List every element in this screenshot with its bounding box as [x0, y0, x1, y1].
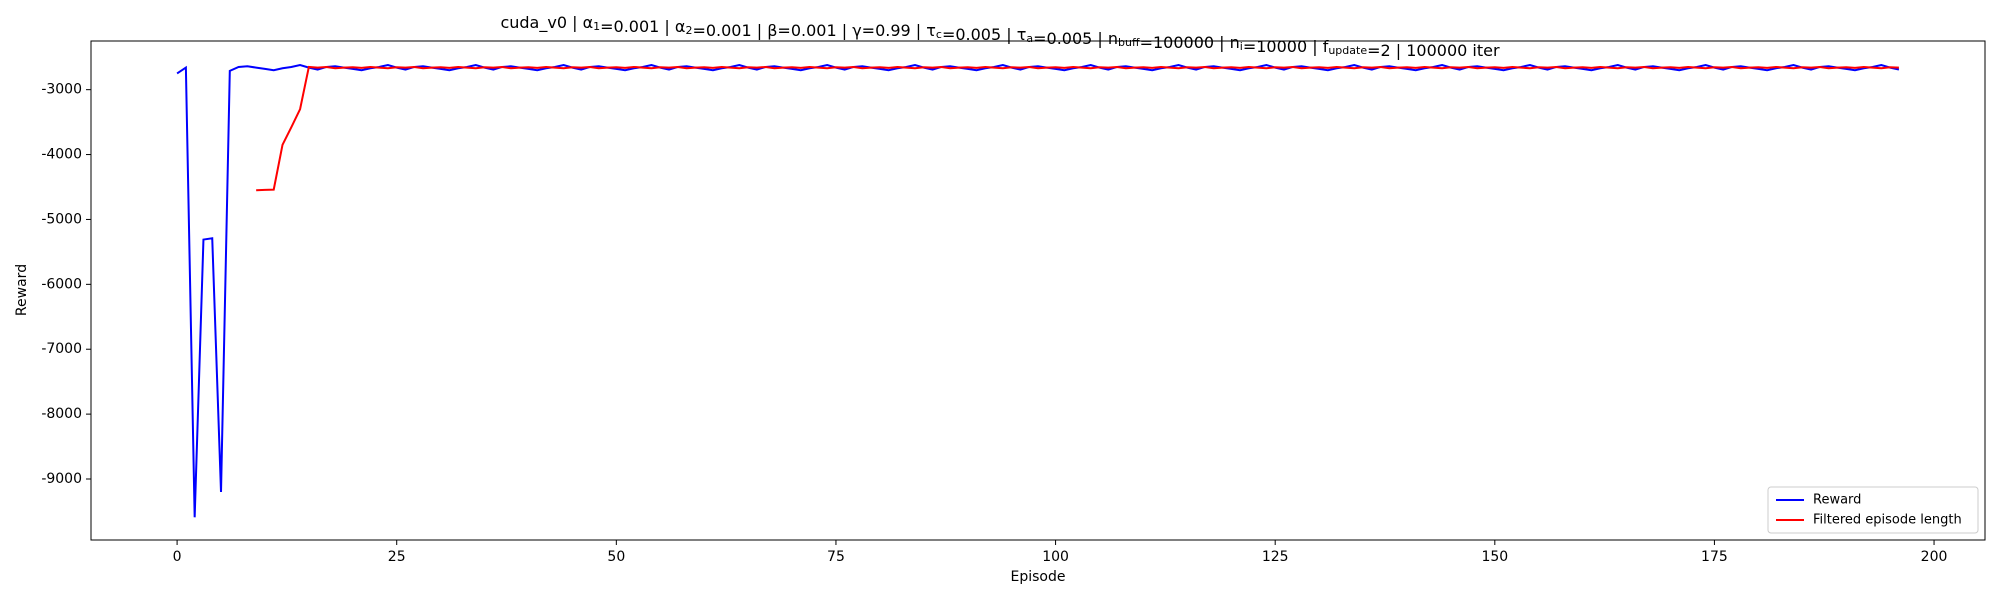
- y-tick-label: -4000: [41, 147, 82, 163]
- title-part: =0.005 | τ: [942, 25, 1026, 44]
- y-tick-label: -9000: [41, 471, 82, 487]
- y-tick-label: -8000: [41, 406, 82, 422]
- title-part: =0.001 | α: [600, 17, 685, 36]
- y-tick-label: -3000: [41, 82, 82, 98]
- title-subscript: c: [936, 28, 942, 41]
- x-tick-label: 75: [827, 549, 845, 565]
- plot-frame: [90, 40, 1986, 541]
- x-tick-label: 50: [607, 549, 625, 565]
- legend-label: Filtered episode length: [1813, 513, 1962, 528]
- x-axis-label: Episode: [1011, 569, 1066, 585]
- x-tick-label: 0: [173, 549, 182, 565]
- legend-box: [1767, 486, 1979, 534]
- title-subscript: 2: [685, 24, 692, 37]
- title-part: =100000 | n: [1140, 33, 1240, 52]
- title-subscript: a: [1026, 32, 1033, 45]
- title-subscript: buff: [1118, 36, 1140, 49]
- y-tick-label: -6000: [41, 276, 82, 292]
- title-part: =2 | 100000 iter: [1367, 41, 1500, 60]
- title-part: cuda_v0 | α: [500, 13, 593, 33]
- x-tick-label: 25: [388, 549, 406, 565]
- title-part: =10000 | f: [1243, 37, 1329, 56]
- x-tick-label: 150: [1481, 549, 1508, 565]
- y-axis-label: Reward: [14, 264, 30, 316]
- y-tick-label: -5000: [41, 211, 82, 227]
- legend-label: Reward: [1813, 493, 1861, 508]
- title-subscript: update: [1328, 44, 1367, 57]
- x-tick-label: 175: [1701, 549, 1728, 565]
- title-part: =0.005 | n: [1033, 29, 1118, 48]
- title-subscript: 1: [593, 20, 600, 33]
- title-part: =0.001 | β=0.001 | γ=0.99 | τ: [692, 21, 935, 40]
- series-line: [256, 65, 1899, 192]
- x-tick-label: 100: [1042, 549, 1069, 565]
- x-tick-label: 125: [1262, 549, 1289, 565]
- title-subscript: i: [1240, 40, 1243, 53]
- x-tick-label: 200: [1921, 549, 1948, 565]
- chart-title: cuda_v0 | α1=0.001 | α2=0.001 | β=0.001 …: [500, 13, 1500, 60]
- y-tick-label: -7000: [41, 341, 82, 357]
- series-line: [176, 63, 1900, 518]
